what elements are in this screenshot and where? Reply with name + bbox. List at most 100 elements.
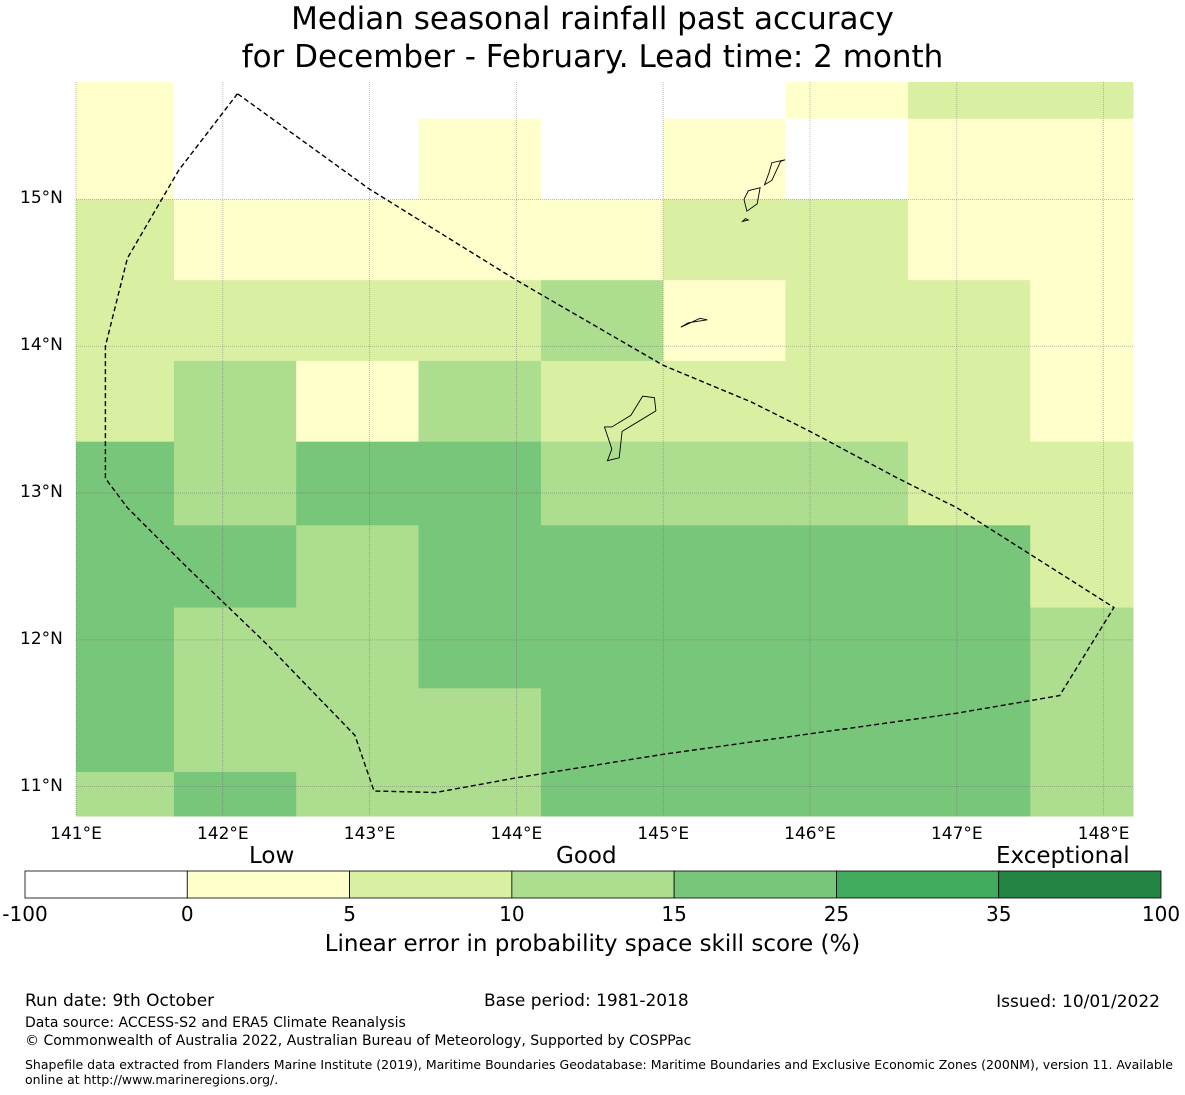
grid-cell [296, 118, 419, 200]
eez-boundary [104, 93, 1115, 794]
colorbar-swatch [186, 870, 350, 899]
grid-cell [76, 82, 175, 120]
grid-cell [663, 771, 787, 817]
lon-tick-label: 141°E [50, 824, 102, 844]
grid-cell [540, 771, 664, 817]
colorbar-tick-label: -100 [2, 902, 48, 926]
island-outline [680, 317, 708, 328]
colorbar-label-good: Good [556, 843, 617, 869]
grid-cell [663, 82, 787, 120]
grid-cell [907, 771, 1031, 817]
grid-cell [540, 441, 664, 526]
grid-cell [173, 280, 297, 362]
colorbar-swatch [349, 870, 513, 899]
copyright: © Commonwealth of Australia 2022, Austra… [25, 1033, 692, 1049]
grid-cell [173, 441, 297, 526]
colorbar-tick-label: 25 [823, 902, 850, 926]
grid-cell [1030, 441, 1134, 526]
grid-cell [907, 688, 1031, 773]
colorbar-swatch [511, 870, 675, 899]
grid-cell [173, 199, 297, 281]
lon-tick-label: 146°E [784, 824, 836, 844]
grid-cell [76, 118, 175, 200]
grid-cell [296, 82, 419, 120]
grid-cell [540, 688, 664, 773]
grid-cell [418, 82, 542, 120]
grid-cell [1030, 525, 1134, 609]
run-date: Run date: 9th October [25, 991, 215, 1011]
grid-cell [907, 280, 1031, 362]
base-period: Base period: 1981-2018 [484, 991, 689, 1011]
lat-tick-label: 15°N [20, 188, 63, 209]
grid-cell [907, 441, 1031, 526]
grid-cell [540, 607, 664, 689]
colorbar-swatch [24, 870, 188, 899]
grid-cell [785, 360, 909, 443]
grid-cell [785, 688, 909, 773]
grid-cell [76, 771, 175, 817]
lat-tick-label: 11°N [20, 775, 63, 796]
grid-cell [76, 199, 175, 281]
island-outline [603, 395, 657, 462]
grid-cell [540, 360, 664, 443]
lon-tick-label: 147°E [930, 824, 983, 844]
colorbar-tick-label: 35 [985, 902, 1012, 926]
grid-cell [173, 118, 297, 200]
grid-cell [173, 360, 297, 443]
grid-cell [663, 118, 787, 200]
grid-cell [173, 607, 297, 689]
data-source: Data source: ACCESS-S2 and ERA5 Climate … [25, 1015, 406, 1031]
grid-cell [540, 118, 664, 200]
grid-cell [76, 280, 175, 362]
grid-cell [418, 607, 542, 689]
lon-tick-label: 145°E [637, 824, 690, 844]
grid-cell [663, 688, 787, 773]
grid-cell [418, 118, 542, 200]
grid-cell [418, 360, 542, 443]
map-title: Median seasonal rainfall past accuracy f… [0, 0, 1185, 76]
grid-cell [173, 771, 297, 817]
grid-cell [785, 82, 909, 120]
grid-cell [418, 771, 542, 817]
grid-cell [418, 525, 542, 609]
grid-cell [785, 525, 909, 609]
colorbar-swatch [836, 870, 1000, 899]
graticule [75, 82, 1133, 816]
lat-tick-label: 13°N [20, 482, 63, 503]
colorbar-tick-label: 5 [343, 902, 356, 926]
grid-cell [296, 525, 419, 609]
grid-cell [173, 525, 297, 609]
colorbar-tick-label: 10 [499, 902, 525, 926]
colorbar-swatch [998, 870, 1162, 899]
grid-cell [296, 199, 419, 281]
grid-cell [540, 525, 664, 609]
grid-cell [418, 199, 542, 281]
grid-cell [1030, 607, 1134, 689]
grid-cell [418, 441, 542, 526]
title-line-1: Median seasonal rainfall past accuracy [291, 1, 894, 37]
island-outline [763, 159, 786, 186]
grid-cell [663, 280, 787, 362]
grid-cell [785, 118, 909, 200]
grid-cell [1030, 688, 1134, 773]
grid-cell [296, 688, 419, 773]
grid-cell [907, 118, 1031, 200]
grid-cell [1030, 118, 1134, 200]
grid-cell [296, 360, 419, 443]
grid-cell [663, 199, 787, 281]
grid-cell [1030, 199, 1134, 281]
grid-cell [173, 688, 297, 773]
grid-cell [663, 525, 787, 609]
colorbar-tick-label: 15 [661, 902, 687, 926]
colorbar-swatch [673, 870, 837, 899]
lon-tick-label: 142°E [196, 824, 249, 844]
grid-cell [296, 607, 419, 689]
grid-cells [76, 82, 1134, 817]
grid-cell [663, 607, 787, 689]
island-outline [741, 217, 750, 223]
grid-cell [296, 280, 419, 362]
colorbar-label-exceptional: Exceptional [996, 843, 1130, 869]
grid-cell [663, 360, 787, 443]
grid-cell [785, 441, 909, 526]
